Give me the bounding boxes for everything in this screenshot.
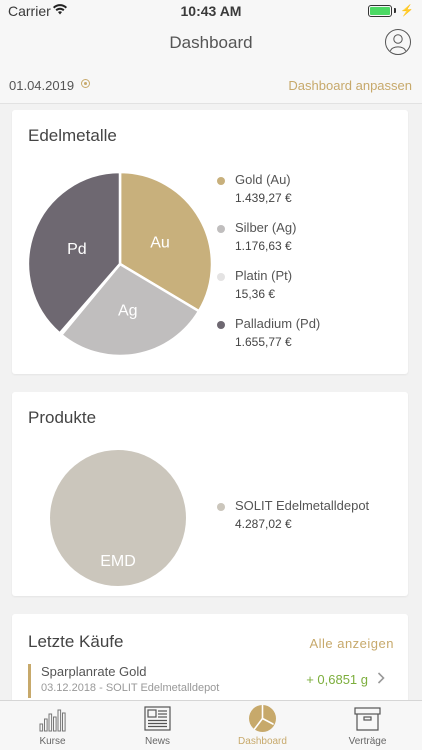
legend-value: 1.176,63 €: [235, 239, 292, 253]
legend-dot: [217, 321, 225, 329]
pie-label-pd: Pd: [67, 241, 87, 258]
archive-box-icon: [354, 707, 381, 731]
profile-icon[interactable]: [384, 28, 412, 56]
legend-label: SOLIT Edelmetalldepot: [235, 498, 370, 513]
purchase-amount: + 0,6851 g: [306, 672, 368, 687]
date-row: 01.04.2019 Dashboard anpassen: [0, 66, 422, 104]
pie-slice-pd[interactable]: [26, 170, 122, 336]
tab-dashboard[interactable]: Dashboard: [210, 701, 315, 750]
tab-label: Verträge: [348, 736, 387, 747]
legend-value: 1.655,77 €: [235, 335, 292, 349]
status-bar: Carrier 10:43 AM ⚡: [0, 0, 422, 22]
tab-label: Dashboard: [238, 736, 287, 747]
purchase-row[interactable]: Sparplanrate Gold 03.12.2018 - SOLIT Ede…: [28, 664, 392, 700]
date-picker-icon[interactable]: [81, 79, 90, 88]
tab-bar: Kurse News Dashboard: [0, 700, 422, 750]
pie-label-emd: EMD: [100, 553, 136, 570]
legend-label: Silber (Ag): [235, 220, 297, 235]
legend-value: 15,36 €: [235, 287, 276, 301]
customize-dashboard-link[interactable]: Dashboard anpassen: [288, 78, 412, 93]
legend-dot: [217, 177, 225, 185]
legend-dot: [217, 225, 225, 233]
tab-news[interactable]: News: [105, 701, 210, 750]
tab-label: Kurse: [39, 736, 66, 747]
chevron-right-icon: [377, 672, 385, 684]
page-title: Dashboard: [169, 33, 253, 52]
charging-bolt-icon: ⚡: [400, 5, 414, 17]
wifi-icon: [53, 4, 67, 15]
date-selector[interactable]: 01.04.2019: [9, 78, 75, 93]
products-card-title: Produkte: [28, 408, 97, 427]
recent-purchases-card: Letzte Käufe Alle anzeigen Sparplanrate …: [12, 614, 408, 714]
pie-label-ag: Ag: [118, 302, 138, 319]
legend-dot: [217, 273, 225, 281]
newspaper-icon: [144, 706, 171, 731]
purchase-accent-bar: [28, 664, 31, 698]
metals-card: Edelmetalle Au Ag Pd Gold (Au) 1.439,27 € Si…: [12, 110, 408, 374]
metals-pie-chart[interactable]: Au Ag Pd: [20, 164, 220, 364]
carrier-label: Carrier: [8, 3, 51, 19]
legend-label: Platin (Pt): [235, 268, 293, 283]
legend-value: 1.439,27 €: [235, 191, 292, 205]
see-all-link[interactable]: Alle anzeigen: [309, 636, 394, 651]
tab-vertraege[interactable]: Verträge: [315, 701, 420, 750]
dashboard-icon: [249, 704, 276, 732]
legend-label: Gold (Au): [235, 172, 291, 187]
products-pie-chart[interactable]: EMD: [38, 438, 198, 598]
bar-chart-icon: [39, 709, 66, 732]
purchase-title: Sparplanrate Gold: [41, 664, 147, 679]
pie-slice-ag[interactable]: [59, 262, 201, 358]
battery-icon: ⚡: [368, 4, 414, 17]
tab-kurse[interactable]: Kurse: [0, 701, 105, 750]
products-card: Produkte EMD SOLIT Edelmetalldepot 4.287,…: [12, 392, 408, 596]
recent-purchases-title: Letzte Käufe: [28, 632, 124, 651]
purchase-subtitle: 03.12.2018 - SOLIT Edelmetalldepot: [41, 682, 220, 694]
clock: 10:43 AM: [180, 3, 242, 19]
tab-label: News: [144, 736, 170, 747]
legend-dot: [217, 503, 225, 511]
metals-card-title: Edelmetalle: [28, 126, 117, 145]
pie-label-au: Au: [150, 234, 170, 251]
pie-slice-emd[interactable]: [50, 450, 186, 586]
navigation-bar: Dashboard: [0, 22, 422, 66]
legend-label: Palladium (Pd): [235, 316, 321, 331]
legend-value: 4.287,02 €: [235, 517, 292, 531]
